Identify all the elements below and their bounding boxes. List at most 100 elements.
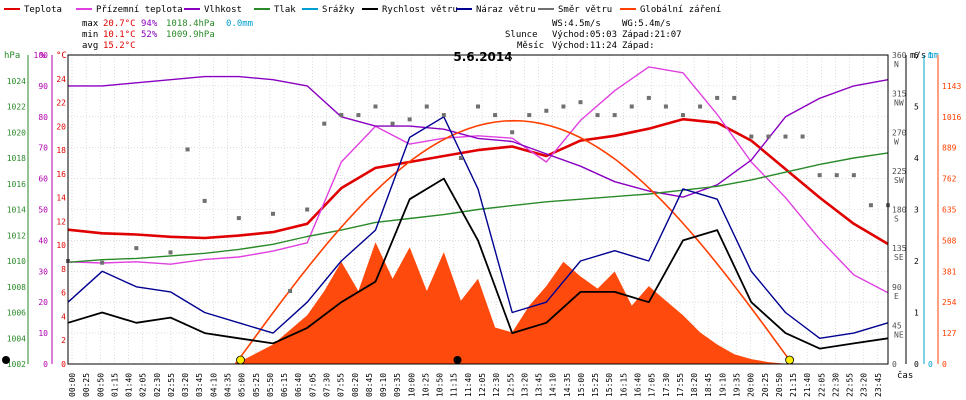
- dir-tick-compass: N: [894, 60, 899, 69]
- dir-tick-label: 90: [892, 283, 902, 292]
- x-tick-label: 15:00: [577, 373, 586, 397]
- x-tick-label: 04:10: [209, 373, 218, 397]
- wind-tick-label: 5: [914, 103, 919, 112]
- legend-label-teplota: Teplota: [24, 5, 62, 15]
- x-tick-label: 17:55: [676, 373, 685, 397]
- x-tick-label: 20:50: [775, 373, 784, 397]
- stats-avg-temp: 15.2°C: [103, 41, 136, 51]
- rad-tick-label: 889: [942, 144, 957, 153]
- series-smer-point: [134, 246, 139, 251]
- chart-title: 5.6.2014: [453, 50, 512, 64]
- radiation-area-layer: [235, 242, 789, 364]
- sun-set: Západ:21:07: [622, 30, 682, 40]
- sunset-marker: [785, 355, 794, 365]
- moon-rise: Východ:11:24: [552, 41, 617, 51]
- grid-layer: [68, 54, 888, 365]
- rain-tick-label: 1: [928, 51, 933, 60]
- temp-tick-label: 16: [56, 170, 66, 179]
- legend-label-vlhkost: Vlhkost: [204, 5, 242, 15]
- series-smer-point: [766, 134, 771, 139]
- series-smer-point: [236, 216, 241, 221]
- series-smer-point: [100, 260, 105, 265]
- series-smer-point: [732, 95, 737, 100]
- rain-tick-label: 0: [928, 360, 933, 369]
- legend-label-prizemni: Přízemní teplota: [96, 5, 183, 15]
- x-tick-label: 04:35: [224, 373, 233, 397]
- wind-speed-info: WS:4.5m/s: [552, 19, 601, 29]
- x-tick-label: 00:50: [96, 373, 105, 397]
- legend-item-teplota: Teplota: [4, 5, 62, 15]
- radiation-clear-sky-curve: [234, 119, 793, 365]
- series-prizemni-line: [67, 66, 889, 294]
- wind-sun-info: WS:4.5m/s WG:5.4m/s Slunce Východ:05:03 …: [505, 19, 682, 51]
- x-tick-label: 10:50: [436, 373, 445, 397]
- x-tick-label: 18:20: [690, 373, 699, 397]
- legend-item-smer: Směr větru: [538, 5, 612, 15]
- x-tick-label: 00:25: [82, 373, 91, 397]
- legend-item-zareni: Globální záření: [620, 5, 721, 15]
- dir-tick-label: 135: [892, 244, 907, 253]
- rad-tick-label: 762: [942, 175, 957, 184]
- x-tick-label: 17:05: [648, 373, 657, 397]
- temp-tick-label: 6: [61, 289, 66, 298]
- series-teplota-line: [67, 117, 889, 246]
- dir-tick-label: 270: [892, 128, 907, 137]
- series-smer-point: [595, 113, 600, 118]
- series-smer-point: [476, 104, 480, 109]
- x-tick-label: 08:20: [351, 373, 360, 397]
- x-tick-label: 15:25: [591, 373, 600, 397]
- series-smer-point: [749, 134, 754, 139]
- wind-tick-label: 2: [914, 257, 919, 266]
- x-tick-label: 02:05: [139, 373, 148, 397]
- series-tlak-line: [67, 152, 889, 263]
- series-smer-point: [305, 207, 310, 212]
- series-smer-point: [185, 147, 190, 152]
- x-tick-label: 13:45: [535, 373, 544, 397]
- sun-rise: Východ:05:03: [552, 30, 617, 40]
- x-tick-label: 10:00: [407, 373, 416, 397]
- temp-tick-label: 20: [56, 122, 66, 131]
- series-smer-point: [424, 104, 429, 109]
- stats-max-temp: 20.7°C: [103, 19, 136, 29]
- series-smer-point: [527, 113, 532, 118]
- dir-tick-label: 180: [892, 206, 907, 215]
- series-smer-point: [390, 121, 395, 126]
- legend-label-srazky: Srážky: [322, 5, 355, 15]
- x-tick-label: 22:30: [831, 373, 840, 397]
- pct-tick-label: 90: [38, 82, 48, 91]
- dir-tick-compass: SE: [894, 253, 904, 262]
- temp-tick-label: 14: [56, 194, 66, 203]
- stats-min-hum: 52%: [141, 30, 158, 40]
- series-smer-point: [441, 113, 446, 118]
- plot-frame: [67, 54, 889, 365]
- series-smer-point: [817, 173, 822, 178]
- pct-tick-label: 0: [43, 360, 48, 369]
- moon-label: Měsíc: [517, 41, 544, 51]
- legend-label-zareni: Globální záření: [640, 5, 721, 15]
- hpa-tick-label: 1016: [7, 180, 26, 189]
- x-tick-label: 02:55: [167, 373, 176, 397]
- series-smer-point: [698, 104, 703, 109]
- series-line-layer: [66, 66, 890, 365]
- stats-min-press: 1009.9hPa: [166, 30, 215, 40]
- x-tick-label: 05:00: [238, 373, 247, 397]
- series-smer-point: [288, 289, 293, 294]
- hpa-axis-unit: hPa: [4, 51, 20, 61]
- temp-tick-label: 8: [61, 265, 66, 274]
- x-tick-label: 10:25: [421, 373, 430, 397]
- stats-min-temp: 10.1°C: [103, 30, 136, 40]
- series-vlhkost-line: [68, 75, 889, 198]
- temp-tick-label: 24: [56, 75, 66, 84]
- series-smer-point: [800, 134, 805, 139]
- pct-tick-label: 10: [38, 329, 48, 338]
- x-tick-label: 14:35: [563, 373, 572, 397]
- wind-tick-label: 1: [914, 309, 919, 318]
- pct-tick-label: 20: [38, 298, 48, 307]
- hpa-tick-label: 1024: [7, 77, 26, 86]
- x-tick-label: 20:25: [761, 373, 770, 397]
- wind-tick-label: 3: [914, 206, 919, 215]
- x-tick-label: 23:45: [874, 373, 883, 397]
- hpa-tick-label: 1022: [7, 103, 26, 112]
- legend-label-rychlost: Rychlost větru: [382, 5, 458, 15]
